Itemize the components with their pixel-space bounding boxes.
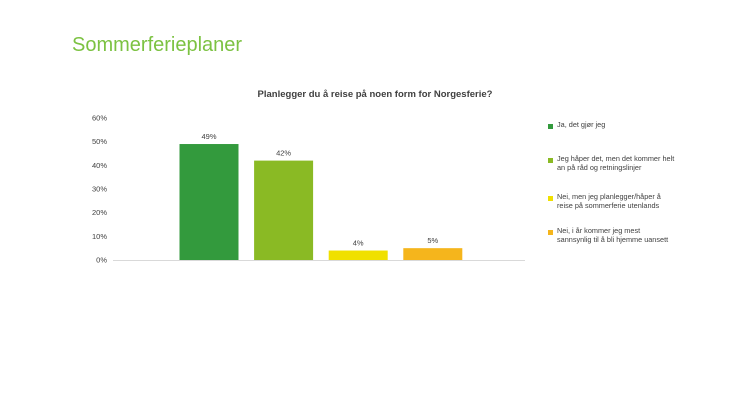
legend-label: Nei, i år kommer jeg mest sannsynlig til… <box>557 226 669 244</box>
y-tick-label: 20% <box>92 208 107 217</box>
legend-swatch <box>548 124 553 129</box>
legend-label: Jeg håper det, men det kommer helt an på… <box>557 154 675 172</box>
legend-label: Nei, men jeg planlegger/håper å reise på… <box>557 192 661 210</box>
data-label: 5% <box>427 236 438 245</box>
legend-swatch <box>548 196 553 201</box>
data-labels: 49% 42% 4% 5% <box>201 132 438 248</box>
y-tick-label: 50% <box>92 137 107 146</box>
legend-swatch <box>548 230 553 235</box>
y-tick-label: 0% <box>96 256 107 265</box>
bar <box>403 248 463 260</box>
data-label: 42% <box>276 149 291 158</box>
y-axis-ticks: 0% 10% 20% 30% 40% 50% 60% <box>92 114 107 265</box>
legend-swatch <box>548 158 553 163</box>
y-tick-label: 10% <box>92 232 107 241</box>
bars <box>179 144 463 260</box>
data-label: 4% <box>353 239 364 248</box>
bar <box>328 250 388 260</box>
legend-label: Ja, det gjør jeg <box>557 120 606 129</box>
y-tick-label: 60% <box>92 114 107 123</box>
bar <box>254 160 314 260</box>
bar <box>179 144 239 260</box>
data-label: 49% <box>201 132 216 141</box>
chart-title: Planlegger du å reise på noen form for N… <box>257 89 493 100</box>
slide-title: Sommerferieplaner <box>72 34 243 56</box>
y-tick-label: 30% <box>92 185 107 194</box>
y-tick-label: 40% <box>92 161 107 170</box>
